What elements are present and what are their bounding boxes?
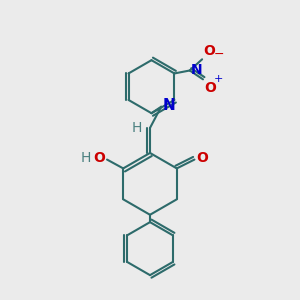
Text: +: + [214,74,224,84]
Text: N: N [191,64,203,77]
Text: −: − [213,48,224,62]
Text: O: O [93,151,105,165]
Text: O: O [204,44,215,58]
Text: H: H [80,151,91,165]
Text: O: O [196,151,208,165]
Text: H: H [131,121,142,135]
Text: N: N [163,98,176,113]
Text: O: O [205,81,216,95]
